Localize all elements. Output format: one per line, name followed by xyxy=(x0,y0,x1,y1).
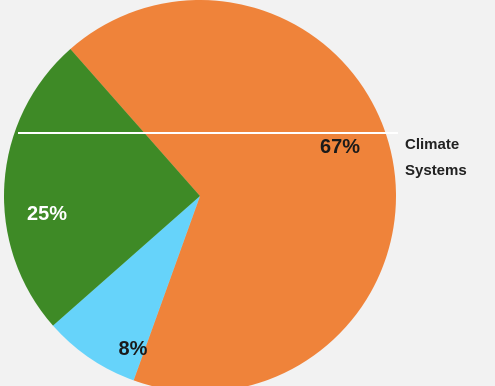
pie-slice-67 xyxy=(70,0,396,386)
side-label-line-1: Climate xyxy=(405,136,459,153)
slice-label-67: 67% xyxy=(320,136,360,158)
slice-label-25: 25% xyxy=(27,203,67,225)
slice-labels: 67% 8% 25% xyxy=(27,136,360,360)
pie-slice-8 xyxy=(52,196,201,381)
pie-slices xyxy=(3,0,396,386)
side-label: Climate Systems xyxy=(405,136,467,179)
slice-label-8: 8% xyxy=(119,338,148,360)
pie-slice-25 xyxy=(3,48,201,326)
side-label-line-2: Systems xyxy=(405,162,467,179)
